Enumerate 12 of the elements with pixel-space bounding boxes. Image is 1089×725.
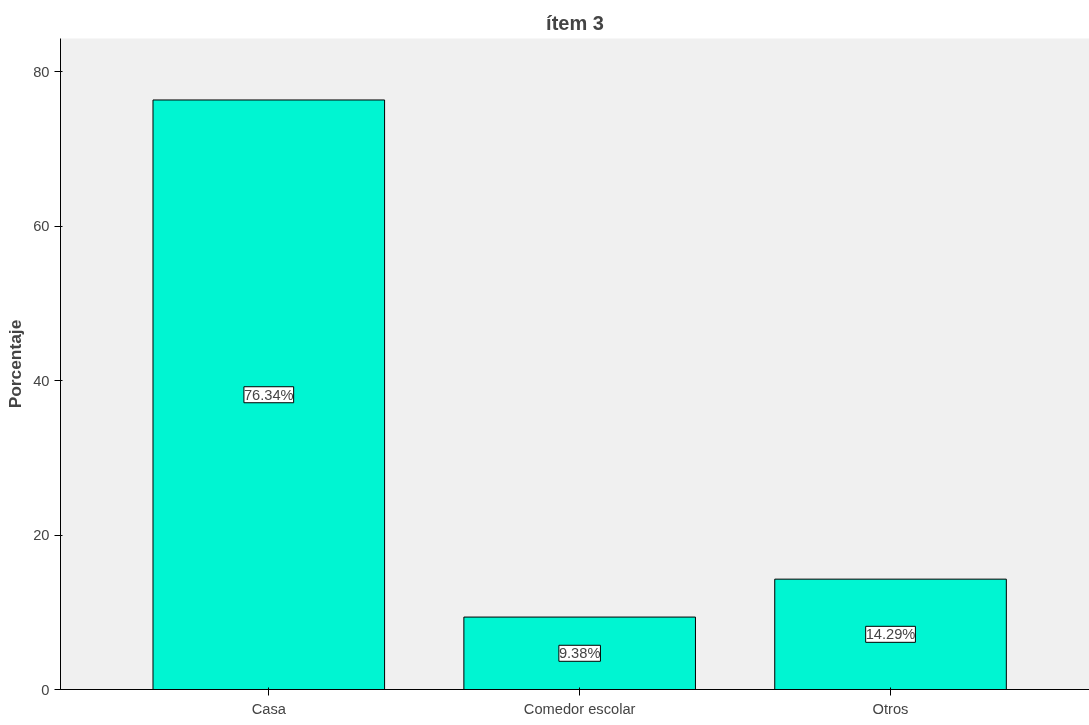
x-tick-label: Casa [251, 700, 287, 717]
y-axis-title: Porcentaje [5, 319, 26, 409]
y-tick-label: 0 [41, 681, 50, 698]
data-label: 9.38% [558, 645, 601, 662]
chart-title: ítem 3 [546, 11, 604, 34]
y-tick-label: 20 [33, 527, 50, 544]
y-tick-label: 40 [33, 372, 50, 389]
y-tick-label: 60 [33, 218, 50, 235]
data-label: 14.29% [865, 626, 916, 643]
x-tick-label: Otros [872, 700, 909, 717]
x-tick-label: Comedor escolar [523, 700, 636, 717]
y-tick-label: 80 [33, 63, 50, 80]
